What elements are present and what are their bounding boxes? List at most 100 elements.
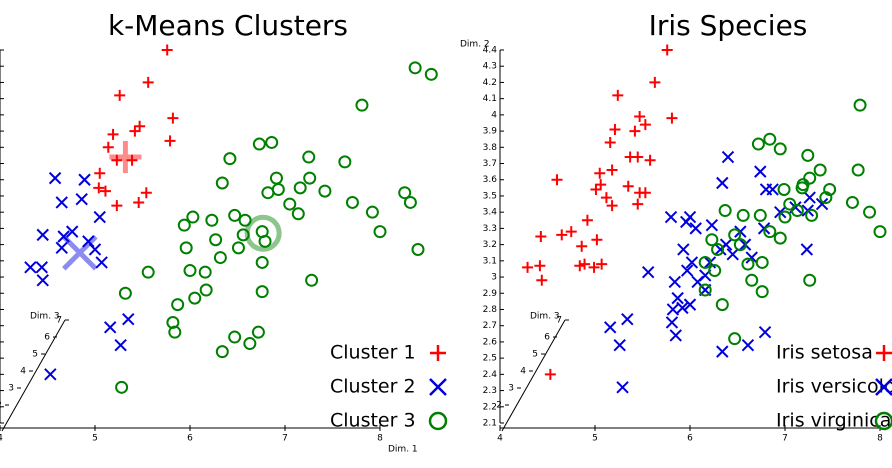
marker-cross xyxy=(714,243,727,256)
marker-plus xyxy=(596,258,608,270)
y-axis-title: Dim. 2 xyxy=(460,40,490,50)
marker-cross xyxy=(800,243,814,256)
legend-label: Cluster 1 xyxy=(330,342,416,364)
marker-circle xyxy=(183,264,197,278)
x-axis-title: Dim. 1 xyxy=(388,445,418,455)
marker-plus xyxy=(590,183,602,195)
marker-circle xyxy=(179,241,193,255)
z-tick-label: 5 xyxy=(532,350,538,360)
marker-circle xyxy=(177,218,191,232)
y-tick-label: 3.5 xyxy=(483,191,497,201)
x-tick-label: 4 xyxy=(497,434,503,444)
marker-circle xyxy=(252,137,266,151)
x-tick-label: 7 xyxy=(782,434,788,444)
y-tick-label: 3.7 xyxy=(483,159,497,169)
z-tick-label: 2 xyxy=(0,401,2,411)
marker-cross xyxy=(734,225,747,238)
y-tick-label: 2.4 xyxy=(483,370,498,380)
marker-cross xyxy=(716,176,729,190)
marker-plus xyxy=(522,261,534,273)
marker-circle xyxy=(763,132,777,146)
marker-plus xyxy=(581,214,593,226)
marker-cross xyxy=(705,218,719,232)
marker-cross xyxy=(679,215,693,229)
marker-circle xyxy=(215,345,229,359)
marker-circle xyxy=(873,225,887,239)
marker-plus xyxy=(164,135,176,147)
y-tick-label: 2.9 xyxy=(483,289,498,299)
z-tick-label: 7 xyxy=(56,316,62,326)
marker-cross xyxy=(680,264,694,277)
marker-circle xyxy=(863,205,877,219)
legend-label: Cluster 2 xyxy=(330,376,416,398)
marker-plus xyxy=(632,151,644,163)
marker-circle xyxy=(783,197,797,211)
marker-circle xyxy=(243,337,257,351)
legend-marker xyxy=(874,411,892,431)
legend-marker xyxy=(876,345,892,361)
marker-circle xyxy=(209,233,223,247)
marker-plus xyxy=(133,196,145,208)
marker-cross xyxy=(57,230,70,243)
legend-marker xyxy=(428,411,448,431)
marker-circle xyxy=(718,204,732,218)
marker-plus xyxy=(535,231,547,242)
chart-title: k-Means Clusters xyxy=(108,9,348,42)
legend-label: Iris setosa xyxy=(776,342,873,364)
marker-circle xyxy=(355,98,369,112)
marker-plus xyxy=(134,120,146,132)
marker-circle xyxy=(215,176,229,190)
marker-cross xyxy=(621,313,634,326)
marker-circle xyxy=(251,325,265,339)
marker-plus xyxy=(629,125,641,137)
y-tick-label: 2.1 xyxy=(483,419,497,429)
marker-cross xyxy=(103,321,117,334)
centroid xyxy=(244,214,282,252)
marker-circle xyxy=(228,330,242,344)
z-axis-title: Dim. 3 xyxy=(530,312,560,322)
y-tick-label: 3.4 xyxy=(483,208,498,218)
marker-cross xyxy=(55,196,68,209)
marker-plus xyxy=(565,226,577,238)
marker-circle xyxy=(168,325,182,339)
marker-plus xyxy=(591,234,603,246)
y-tick-label: 4.2 xyxy=(483,78,497,88)
marker-circle xyxy=(853,98,867,112)
marker-plus xyxy=(639,119,651,131)
marker-circle xyxy=(705,233,719,247)
x-tick-label: 8 xyxy=(377,434,383,444)
marker-circle xyxy=(255,255,269,269)
marker-circle xyxy=(171,298,185,312)
marker-cross xyxy=(677,243,690,256)
marker-circle xyxy=(403,195,417,209)
marker-circle xyxy=(236,228,250,242)
z-axis xyxy=(501,319,566,432)
marker-plus xyxy=(99,185,111,197)
marker-plus xyxy=(649,76,661,88)
marker-plus xyxy=(107,128,119,140)
marker-cross xyxy=(774,205,787,219)
marker-circle xyxy=(408,61,422,75)
marker-circle xyxy=(777,182,791,196)
marker-circle xyxy=(213,251,227,265)
marker-circle xyxy=(118,286,132,300)
marker-circle xyxy=(851,163,865,177)
marker-plus xyxy=(102,141,114,153)
marker-circle xyxy=(265,135,279,149)
marker-circle xyxy=(741,257,755,271)
legend-marker xyxy=(875,378,892,396)
x-tick-label: 5 xyxy=(592,434,598,444)
marker-plus xyxy=(634,110,646,122)
marker-circle xyxy=(790,204,804,218)
marker-cross xyxy=(766,183,779,196)
marker-cross xyxy=(754,165,767,178)
marker-circle xyxy=(365,205,379,219)
marker-cross xyxy=(613,338,626,352)
marker-cross xyxy=(815,197,829,211)
marker-plus xyxy=(161,44,173,56)
marker-circle xyxy=(845,195,859,209)
marker-circle xyxy=(773,231,787,245)
marker-cross xyxy=(24,261,37,274)
y-tick-label: 3.1 xyxy=(483,256,497,266)
marker-plus xyxy=(622,180,634,192)
